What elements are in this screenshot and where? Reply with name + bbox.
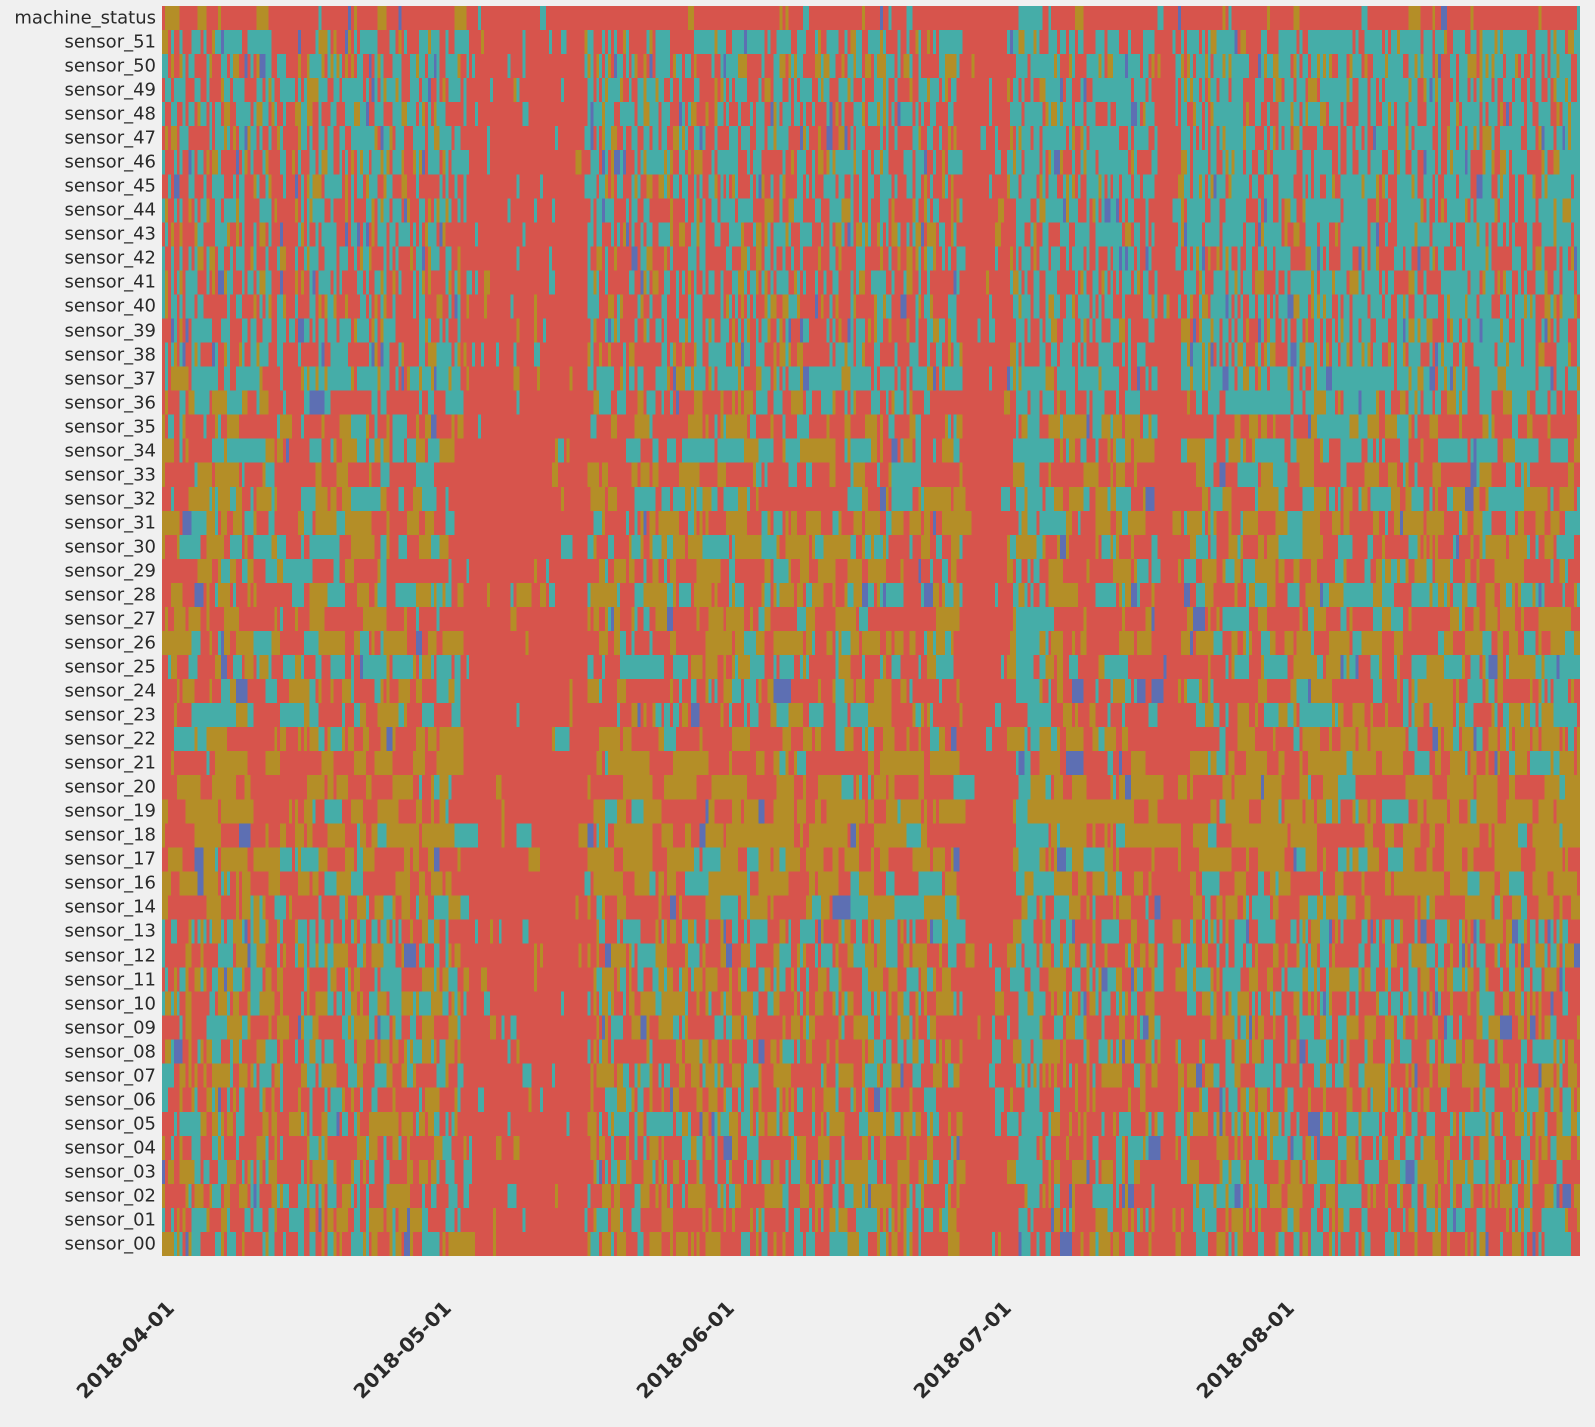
x-label: 2018-06-01 bbox=[632, 1296, 739, 1403]
y-label: sensor_41 bbox=[64, 272, 156, 293]
y-label: sensor_38 bbox=[64, 344, 156, 365]
y-label: sensor_45 bbox=[64, 176, 156, 197]
y-label: sensor_04 bbox=[64, 1137, 156, 1158]
y-label: sensor_23 bbox=[64, 705, 156, 726]
y-label: sensor_27 bbox=[64, 608, 156, 629]
y-label: sensor_36 bbox=[64, 392, 156, 413]
y-label: sensor_16 bbox=[64, 873, 156, 894]
y-label: sensor_20 bbox=[64, 777, 156, 798]
y-label: sensor_22 bbox=[64, 729, 156, 750]
y-label: sensor_09 bbox=[64, 1017, 156, 1038]
y-label: sensor_47 bbox=[64, 128, 156, 149]
y-label: sensor_51 bbox=[64, 32, 156, 53]
y-label: sensor_28 bbox=[64, 584, 156, 605]
y-label: sensor_21 bbox=[64, 753, 156, 774]
y-label: sensor_18 bbox=[64, 825, 156, 846]
y-label: sensor_06 bbox=[64, 1089, 156, 1110]
y-label: sensor_08 bbox=[64, 1041, 156, 1062]
x-label: 2018-08-01 bbox=[1192, 1296, 1299, 1403]
y-label: sensor_42 bbox=[64, 248, 156, 269]
y-label: sensor_07 bbox=[64, 1065, 156, 1086]
y-label: sensor_31 bbox=[64, 512, 156, 533]
y-label: sensor_35 bbox=[64, 416, 156, 437]
y-label: sensor_02 bbox=[64, 1185, 156, 1206]
y-label: sensor_19 bbox=[64, 801, 156, 822]
y-label: sensor_11 bbox=[64, 969, 156, 990]
y-label: sensor_32 bbox=[64, 488, 156, 509]
y-label: machine_status bbox=[14, 8, 156, 29]
y-label: sensor_37 bbox=[64, 368, 156, 389]
y-label: sensor_17 bbox=[64, 849, 156, 870]
x-label: 2018-07-01 bbox=[908, 1296, 1015, 1403]
y-label: sensor_25 bbox=[64, 657, 156, 678]
x-label: 2018-04-01 bbox=[72, 1296, 179, 1403]
y-label: sensor_30 bbox=[64, 536, 156, 557]
y-label: sensor_29 bbox=[64, 560, 156, 581]
y-label: sensor_14 bbox=[64, 897, 156, 918]
y-label: sensor_39 bbox=[64, 320, 156, 341]
y-label: sensor_12 bbox=[64, 945, 156, 966]
y-label: sensor_13 bbox=[64, 921, 156, 942]
y-label: sensor_48 bbox=[64, 104, 156, 125]
y-label: sensor_43 bbox=[64, 224, 156, 245]
x-label: 2018-05-01 bbox=[348, 1296, 455, 1403]
y-label: sensor_03 bbox=[64, 1161, 156, 1182]
heatmap-chart: machine_status sensor_51 sensor_50 sensor_4… bbox=[0, 0, 1595, 1427]
y-label: sensor_24 bbox=[64, 681, 156, 702]
heatmap-canvas bbox=[162, 6, 1580, 1256]
y-label: sensor_01 bbox=[64, 1209, 156, 1230]
y-label: sensor_33 bbox=[64, 464, 156, 485]
y-label: sensor_34 bbox=[64, 440, 156, 461]
y-label: sensor_50 bbox=[64, 56, 156, 77]
y-label: sensor_00 bbox=[64, 1233, 156, 1254]
y-label: sensor_49 bbox=[64, 80, 156, 101]
y-label: sensor_44 bbox=[64, 200, 156, 221]
y-label: sensor_46 bbox=[64, 152, 156, 173]
y-label: sensor_10 bbox=[64, 993, 156, 1014]
y-label: sensor_05 bbox=[64, 1113, 156, 1134]
y-label: sensor_40 bbox=[64, 296, 156, 317]
y-label: sensor_26 bbox=[64, 633, 156, 654]
plot-area bbox=[162, 6, 1580, 1256]
